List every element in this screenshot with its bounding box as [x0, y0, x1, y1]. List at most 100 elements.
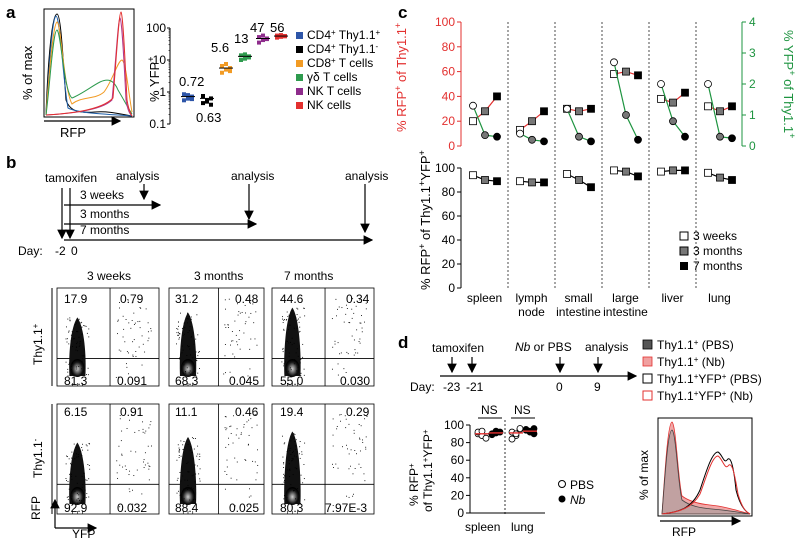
facs-dot [183, 441, 185, 442]
timeline-b-bar-3w: 3 weeks [80, 188, 124, 202]
facs-dot [187, 346, 189, 348]
facs-dot [351, 335, 353, 337]
c-bottom-ticks: 100 80 60 40 20 0 [435, 161, 461, 295]
facs-dot [353, 432, 355, 434]
facs-plot-frame [271, 287, 375, 387]
facs-dot [292, 458, 294, 460]
facs-dot [177, 334, 179, 336]
dot-a-point [239, 53, 243, 58]
facs-dot [121, 430, 123, 432]
facs-dot [88, 478, 90, 480]
facs-dot [83, 472, 85, 474]
facs-dot [289, 468, 291, 470]
facs-dot [124, 465, 126, 467]
facs-dot [234, 505, 236, 507]
c-right-tick-label: 1 [749, 108, 756, 122]
legend-a-swatch-5 [296, 88, 303, 95]
hist-curve-green [45, 29, 133, 116]
facs-dot [178, 455, 180, 456]
facs-dot [126, 351, 128, 353]
facs-dot [79, 340, 81, 342]
facs-dot [249, 368, 251, 370]
facs-dot [69, 320, 71, 322]
facs-dot [226, 474, 228, 475]
c-bottom-marker [481, 176, 489, 184]
facs-dot [182, 349, 184, 351]
facs-dot [304, 442, 306, 444]
facs-dot [353, 354, 355, 356]
facs-dot [129, 491, 131, 493]
dot-a-tick-100: 100 [146, 21, 166, 35]
panel-b-facs: 3 weeks 3 months 7 months Thy1.1+ Thy1.1… [29, 269, 375, 541]
facs-dot [76, 341, 78, 343]
facs-dot [68, 330, 70, 332]
panel-c: % RFP+ of Thy1.1+ 100 80 60 40 20 0 4 3 2 1 0 % Y… [393, 15, 797, 319]
c-bottom-marker [469, 171, 477, 180]
facs-dot [199, 351, 200, 353]
facs-dot [71, 501, 73, 503]
facs-dot [123, 328, 125, 330]
facs-dot [286, 497, 288, 499]
facs-dot [86, 445, 88, 447]
facs-dot [290, 484, 292, 486]
facs-dot [70, 468, 72, 470]
facs-dot [256, 344, 258, 346]
facs-dot [303, 307, 305, 309]
facs-dot [188, 330, 190, 332]
c-bottom-marker [622, 167, 630, 176]
facs-dot [290, 447, 292, 449]
facs-dot [250, 418, 252, 420]
facs-dot [301, 453, 303, 455]
facs-dot [255, 311, 257, 313]
dot-a-point [190, 97, 194, 102]
c-bottom-marker [669, 166, 677, 175]
facs-dot [67, 318, 69, 320]
facs-dot [283, 329, 285, 331]
d-hist-gray-fill [661, 429, 751, 515]
facs-dot [71, 457, 72, 459]
facs-q-r2c3-ur: 0.29 [346, 405, 370, 419]
facs-dot [334, 340, 336, 342]
facs-dot [343, 368, 345, 370]
facs-dot [351, 308, 353, 310]
facs-dot [197, 445, 199, 447]
facs-q-r2c1-ur: 0.91 [120, 405, 144, 419]
facs-dot [67, 368, 69, 370]
d-legend-pbs-mark [558, 480, 566, 488]
d-analysis: analysis [585, 340, 628, 354]
timeline-b-bar-3m: 3 months [80, 207, 129, 221]
facs-dot [291, 460, 293, 462]
c-yfp-marker [657, 80, 665, 88]
facs-dot [72, 346, 74, 347]
facs-dot [179, 357, 181, 359]
facs-dot [237, 314, 239, 316]
facs-dot [192, 474, 194, 476]
d-ticks: 100 80 60 40 20 0 [444, 418, 470, 520]
facs-dot [304, 499, 306, 501]
facs-dot [236, 428, 238, 430]
facs-dot [65, 338, 67, 340]
facs-dot [292, 474, 294, 476]
c-organ-label: small [564, 291, 592, 305]
d-tick-label: 80 [451, 436, 465, 450]
c-yfp-marker [669, 117, 677, 126]
facs-dot [117, 376, 119, 378]
facs-dot [337, 342, 339, 344]
facs-dot [297, 367, 299, 369]
facs-dot [295, 456, 297, 458]
facs-dot [87, 464, 89, 465]
facs-dot [303, 464, 305, 466]
d-tick-label: 100 [444, 418, 464, 432]
dot-a-point [243, 52, 247, 57]
c-left-ticks: 100 80 60 40 20 0 [435, 15, 461, 153]
facs-dot [224, 416, 226, 417]
c-bottom-marker [575, 176, 583, 184]
d-dot-ylabel-2: of Thy1.1+YFP+ [421, 429, 435, 512]
facs-dot [176, 328, 178, 329]
timeline-b-day: Day: [18, 244, 43, 258]
dot-a-tick-10: 10 [153, 53, 167, 67]
hist-a-ylabel: % of max [20, 45, 35, 100]
facs-dot [294, 360, 296, 362]
facs-dot [288, 342, 290, 344]
facs-dot [284, 480, 285, 481]
